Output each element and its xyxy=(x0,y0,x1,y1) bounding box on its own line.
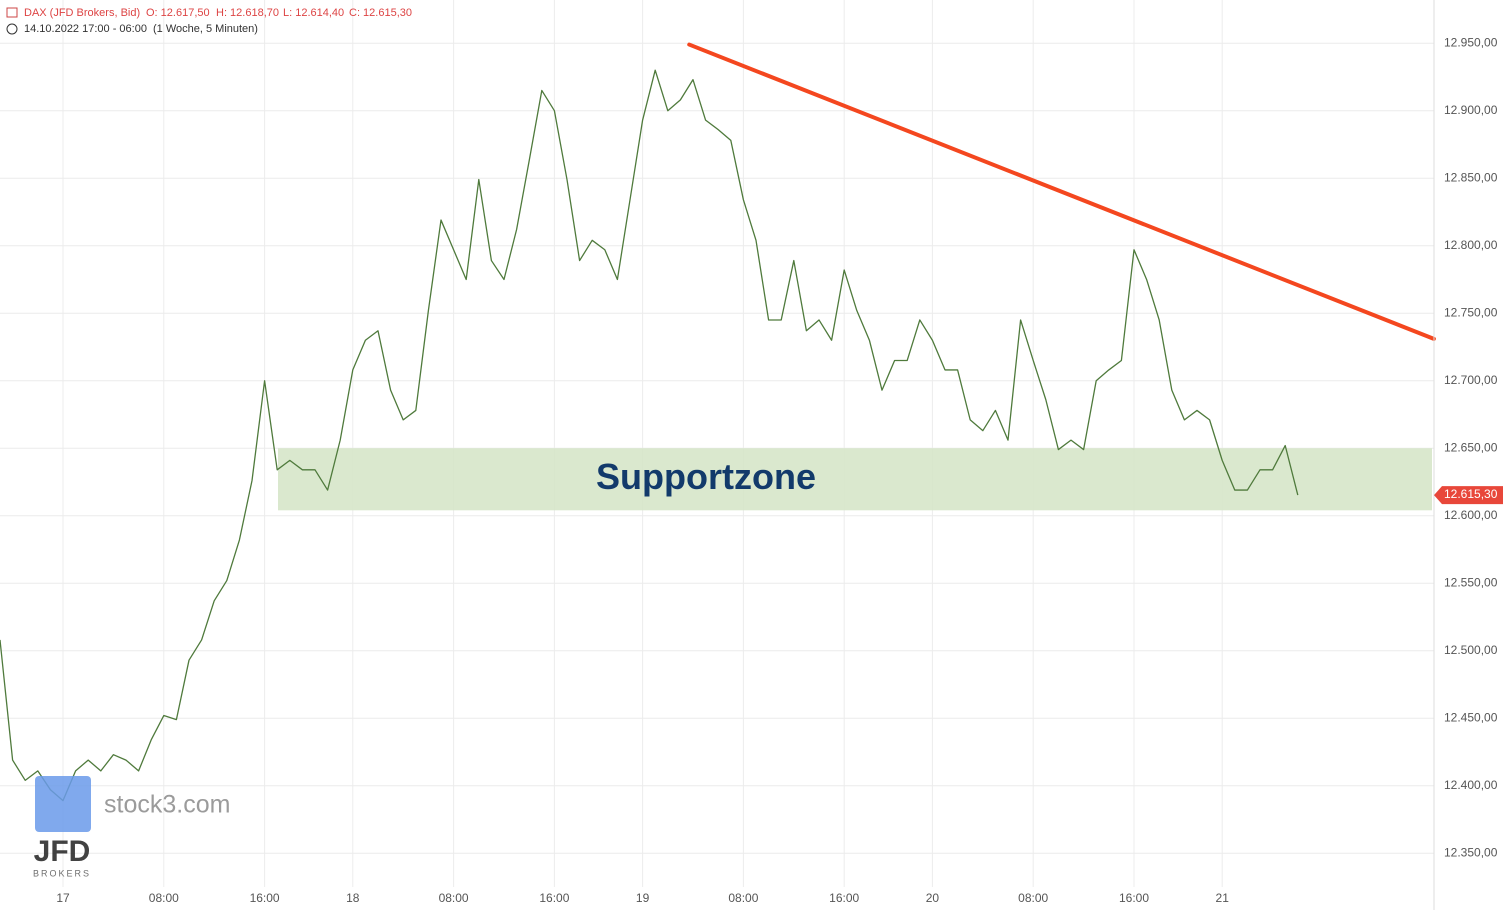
range: 14.10.2022 17:00 - 06:00 xyxy=(24,23,147,35)
support-zone xyxy=(278,448,1432,511)
ohlc-open: O: 12.617,50 xyxy=(146,7,210,19)
y-tick-label: 12.950,00 xyxy=(1444,35,1498,49)
x-tick-label: 16:00 xyxy=(250,891,280,905)
y-tick-label: 12.900,00 xyxy=(1444,103,1498,117)
candle-icon xyxy=(6,7,18,18)
header: DAX (JFD Brokers, Bid) O: 12.617,50 H: 1… xyxy=(6,7,412,35)
y-tick-label: 12.350,00 xyxy=(1444,845,1498,859)
ohlc-low: L: 12.614,40 xyxy=(283,7,344,19)
logo-box xyxy=(35,776,91,832)
price-line xyxy=(0,69,1299,802)
y-tick-label: 12.500,00 xyxy=(1444,643,1498,657)
clock-icon xyxy=(6,23,18,35)
watermark: stock3.com JFD BROKERS xyxy=(33,776,230,878)
x-tick-label: 21 xyxy=(1216,891,1230,905)
x-tick-label: 08:00 xyxy=(1018,891,1048,905)
y-tick-label: 12.650,00 xyxy=(1444,440,1498,454)
y-tick-label: 12.550,00 xyxy=(1444,575,1498,589)
y-tick-label: 12.600,00 xyxy=(1444,508,1498,522)
period: (1 Woche, 5 Minuten) xyxy=(153,23,258,35)
broker-logo: JFD xyxy=(34,835,91,868)
support-zone-group: Supportzone xyxy=(278,448,1432,511)
watermark-site: stock3.com xyxy=(104,791,230,819)
x-tick-label: 18 xyxy=(346,891,360,905)
x-tick-label: 17 xyxy=(56,891,70,905)
y-tick-label: 12.850,00 xyxy=(1444,170,1498,184)
x-tick-label: 20 xyxy=(926,891,940,905)
x-tick-label: 16:00 xyxy=(1119,891,1149,905)
x-tick-label: 19 xyxy=(636,891,650,905)
x-tick-label: 08:00 xyxy=(728,891,758,905)
x-tick-label: 16:00 xyxy=(829,891,859,905)
y-tick-label: 12.750,00 xyxy=(1444,305,1498,319)
support-zone-label: Supportzone xyxy=(596,456,816,497)
x-tick-label: 08:00 xyxy=(439,891,469,905)
ohlc-close: C: 12.615,30 xyxy=(349,7,412,19)
x-tick-label: 16:00 xyxy=(539,891,569,905)
y-tick-label: 12.800,00 xyxy=(1444,238,1498,252)
instrument: DAX (JFD Brokers, Bid) xyxy=(24,7,140,19)
y-tick-label: 12.450,00 xyxy=(1444,710,1498,724)
last-price-label: 12.615,30 xyxy=(1444,487,1498,501)
x-tick-label: 08:00 xyxy=(149,891,179,905)
y-tick-label: 12.700,00 xyxy=(1444,373,1498,387)
ohlc-high: H: 12.618,70 xyxy=(216,7,279,19)
grid xyxy=(0,0,1434,887)
trendline xyxy=(687,42,1436,341)
y-tick-label: 12.400,00 xyxy=(1444,778,1498,792)
last-price-tag xyxy=(1434,486,1503,505)
plot xyxy=(0,42,1436,802)
broker-sub: BROKERS xyxy=(33,868,91,878)
